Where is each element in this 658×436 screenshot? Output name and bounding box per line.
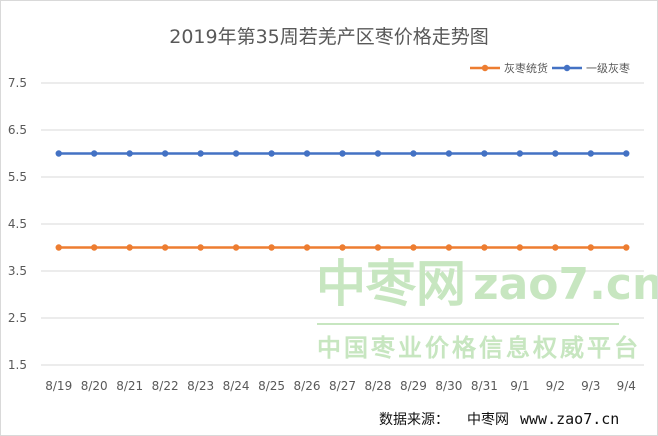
x-tick-label: 9/1 — [510, 379, 529, 393]
x-axis-ticks: 8/19 8/20 8/21 8/22 8/23 8/24 8/25 8/26 8/27 8/28… — [45, 379, 636, 393]
legend-marker — [481, 64, 489, 72]
data-point — [161, 244, 169, 251]
x-tick-label: 8/31 — [471, 379, 498, 393]
gridlines — [41, 82, 644, 366]
series-group — [55, 150, 630, 157]
y-tick-label: 2.5 — [8, 311, 27, 325]
data-point — [410, 150, 417, 157]
legend: 灰枣统货 一级灰枣 — [470, 61, 630, 75]
x-tick-label: 8/26 — [294, 379, 321, 393]
watermark-domain: zao7.cn — [473, 259, 657, 310]
data-point — [516, 150, 524, 157]
data-point — [410, 244, 417, 251]
x-tick-label: 8/30 — [435, 379, 462, 393]
data-point — [232, 150, 240, 157]
data-point — [445, 150, 453, 157]
y-tick-label: 7.5 — [8, 76, 27, 90]
data-point — [481, 244, 488, 251]
legend-label: 灰枣统货 — [504, 61, 548, 75]
data-point — [232, 244, 240, 251]
x-tick-label: 9/4 — [617, 379, 636, 393]
source-url: www.zao7.cn — [520, 410, 619, 428]
x-tick-label: 8/25 — [258, 379, 285, 393]
data-point — [91, 244, 98, 251]
data-point — [552, 244, 559, 251]
x-tick-label: 9/2 — [546, 379, 565, 393]
series-lines — [55, 150, 630, 251]
source-name: 中枣网 — [467, 412, 509, 428]
x-tick-label: 8/29 — [400, 379, 427, 393]
x-tick-label: 9/3 — [581, 379, 600, 393]
y-tick-label: 4.5 — [8, 217, 27, 231]
data-point — [374, 150, 382, 157]
x-tick-label: 8/22 — [152, 379, 179, 393]
x-tick-label: 8/19 — [45, 379, 72, 393]
y-tick-label: 5.5 — [8, 170, 27, 184]
data-point — [126, 244, 133, 251]
y-tick-label: 3.5 — [8, 264, 27, 278]
data-point — [126, 150, 133, 157]
data-point — [55, 244, 62, 251]
legend-marker — [563, 64, 571, 72]
y-axis-ticks: 1.5 2.5 3.5 4.5 5.5 6.5 7.5 — [8, 76, 27, 372]
watermark-divider — [317, 323, 619, 325]
source-label: 数据来源： — [379, 412, 449, 428]
legend-label: 一级灰枣 — [586, 61, 630, 75]
data-point — [268, 244, 275, 251]
data-point — [481, 150, 488, 157]
chart-title: 2019年第35周若羌产区枣价格走势图 — [169, 26, 489, 48]
watermark-brand: 中枣网 — [316, 255, 466, 313]
series-group — [55, 244, 630, 251]
data-point — [91, 150, 98, 157]
data-point — [197, 244, 204, 251]
data-point — [552, 150, 559, 157]
data-point — [587, 150, 594, 157]
data-point — [55, 150, 62, 157]
x-tick-label: 8/20 — [81, 379, 108, 393]
data-point — [587, 244, 594, 251]
data-point — [339, 244, 346, 251]
data-source: 数据来源： 中枣网 www.zao7.cn — [379, 410, 619, 428]
data-point — [303, 150, 311, 157]
data-point — [339, 150, 346, 157]
x-tick-label: 8/21 — [116, 379, 143, 393]
x-tick-label: 8/23 — [187, 379, 214, 393]
data-point — [161, 150, 169, 157]
watermark-slogan: 中国枣业价格信息权威平台 — [317, 334, 641, 362]
x-tick-label: 8/24 — [223, 379, 250, 393]
data-point — [303, 244, 311, 251]
y-tick-label: 1.5 — [8, 358, 27, 372]
x-tick-label: 8/28 — [364, 379, 391, 393]
x-tick-label: 8/27 — [329, 379, 356, 393]
y-tick-label: 6.5 — [8, 123, 27, 137]
data-point — [445, 244, 453, 251]
watermark: 中枣网 zao7.cn 中国枣业价格信息权威平台 — [316, 255, 657, 362]
data-point — [374, 244, 382, 251]
data-point — [197, 150, 204, 157]
data-point — [516, 244, 524, 251]
data-point — [268, 150, 275, 157]
data-point — [623, 244, 630, 251]
data-point — [623, 150, 630, 157]
